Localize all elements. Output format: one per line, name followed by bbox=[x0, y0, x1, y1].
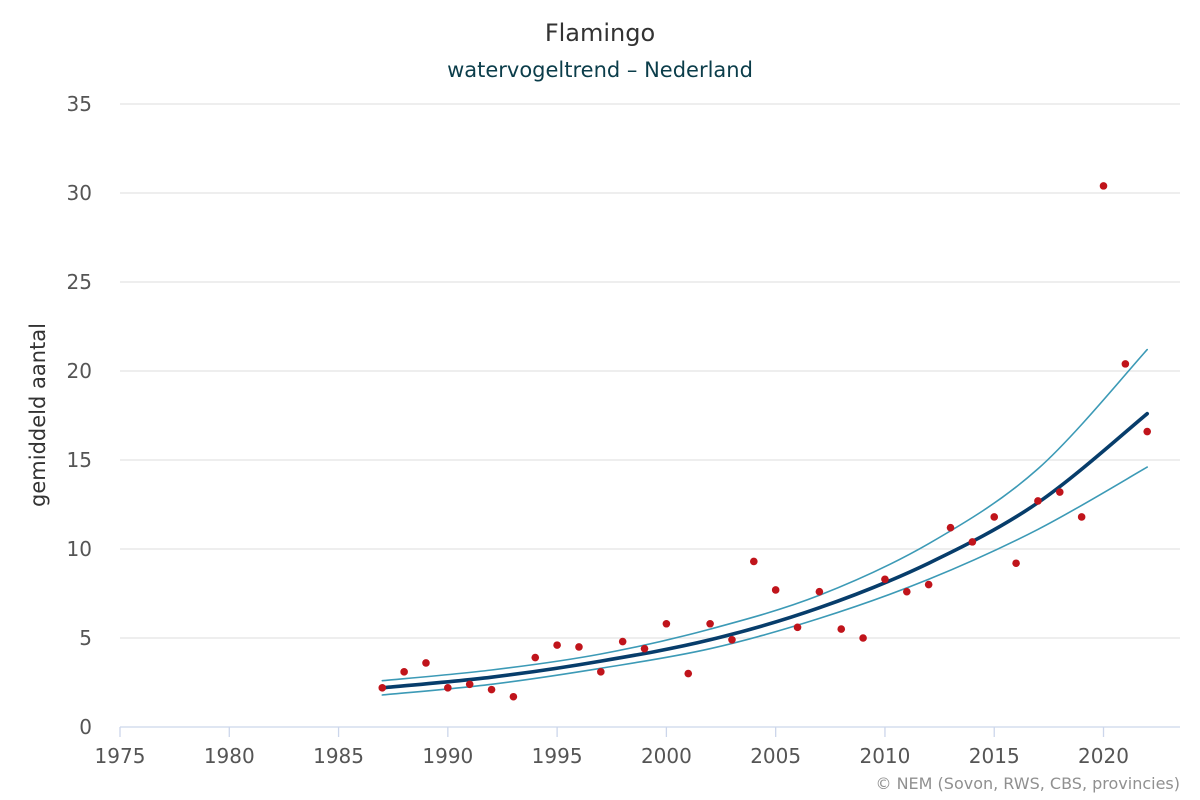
y-tick-label-5: 5 bbox=[79, 626, 92, 650]
trend-lines bbox=[380, 348, 1149, 696]
data-point-2022 bbox=[1143, 427, 1152, 436]
x-tick-label-2005: 2005 bbox=[750, 744, 801, 768]
data-point-2002 bbox=[706, 619, 714, 628]
x-tick-label-2010: 2010 bbox=[859, 744, 910, 768]
x-tick-label-2015: 2015 bbox=[969, 744, 1020, 768]
y-tick-label-25: 25 bbox=[67, 270, 92, 294]
data-point-1994 bbox=[531, 653, 540, 662]
gridlines bbox=[120, 103, 1180, 639]
y-tick-label-20: 20 bbox=[67, 359, 92, 383]
y-tick-label-35: 35 bbox=[67, 92, 92, 116]
x-tick-label-2000: 2000 bbox=[641, 744, 692, 768]
data-point-2018 bbox=[1055, 488, 1064, 496]
data-point-2016 bbox=[1012, 559, 1020, 568]
data-point-2017 bbox=[1034, 497, 1042, 505]
data-point-2010 bbox=[881, 575, 889, 584]
x-tick-label-2020: 2020 bbox=[1078, 744, 1129, 768]
data-point-2020 bbox=[1099, 182, 1108, 190]
data-point-1990 bbox=[444, 684, 452, 692]
data-point-2011 bbox=[903, 587, 911, 596]
data-point-2021 bbox=[1121, 360, 1130, 368]
data-point-1999 bbox=[640, 644, 649, 653]
data-point-2013 bbox=[946, 523, 955, 532]
y-tick-label-0: 0 bbox=[79, 715, 92, 739]
data-point-2005 bbox=[771, 586, 780, 594]
data-point-2003 bbox=[728, 635, 736, 644]
data-point-2006 bbox=[793, 623, 802, 632]
data-point-1991 bbox=[465, 680, 474, 689]
data-point-1997 bbox=[597, 668, 605, 676]
data-point-1989 bbox=[422, 659, 430, 667]
data-point-2007 bbox=[815, 587, 824, 596]
data-point-2004 bbox=[750, 557, 758, 566]
data-point-1998 bbox=[618, 637, 627, 646]
data-point-1992 bbox=[487, 685, 496, 694]
data-point-1995 bbox=[553, 641, 561, 649]
data-point-2015 bbox=[990, 513, 999, 521]
y-tick-label-30: 30 bbox=[67, 181, 92, 205]
upper-line bbox=[381, 348, 1148, 682]
x-tick-label-1985: 1985 bbox=[313, 744, 364, 768]
y-axis-ticks: 0 5 10 15 20 25 30 35 bbox=[67, 92, 92, 739]
data-point-2008 bbox=[837, 625, 846, 633]
chart-title: Flamingo bbox=[545, 19, 655, 47]
data-points bbox=[378, 182, 1152, 701]
x-axis: 1975 1980 1985 1990 1995 2000 2005 2010 2015 2020 bbox=[95, 726, 1180, 768]
data-point-1996 bbox=[575, 643, 583, 651]
credit-text: © NEM (Sovon, RWS, CBS, provincies) bbox=[875, 774, 1180, 793]
lower-line bbox=[381, 466, 1148, 696]
x-tick-label-1990: 1990 bbox=[422, 744, 473, 768]
data-point-2014 bbox=[968, 538, 977, 546]
data-point-2019 bbox=[1077, 513, 1086, 521]
data-point-2001 bbox=[684, 669, 693, 678]
data-point-2012 bbox=[924, 580, 933, 589]
x-tick-label-1995: 1995 bbox=[532, 744, 583, 768]
x-tick-label-1980: 1980 bbox=[204, 744, 255, 768]
data-point-1993 bbox=[509, 692, 518, 701]
x-tick-label-1975: 1975 bbox=[95, 744, 146, 768]
data-point-2000 bbox=[662, 619, 671, 628]
trend-line bbox=[380, 411, 1149, 690]
y-tick-label-10: 10 bbox=[67, 537, 92, 561]
data-point-2009 bbox=[859, 634, 867, 642]
chart-subtitle: watervogeltrend – Nederland bbox=[447, 58, 753, 82]
y-tick-label-15: 15 bbox=[67, 448, 92, 472]
data-point-1988 bbox=[400, 668, 408, 676]
data-point-1987 bbox=[378, 684, 387, 692]
y-axis-label: gemiddeld aantal bbox=[26, 323, 50, 507]
